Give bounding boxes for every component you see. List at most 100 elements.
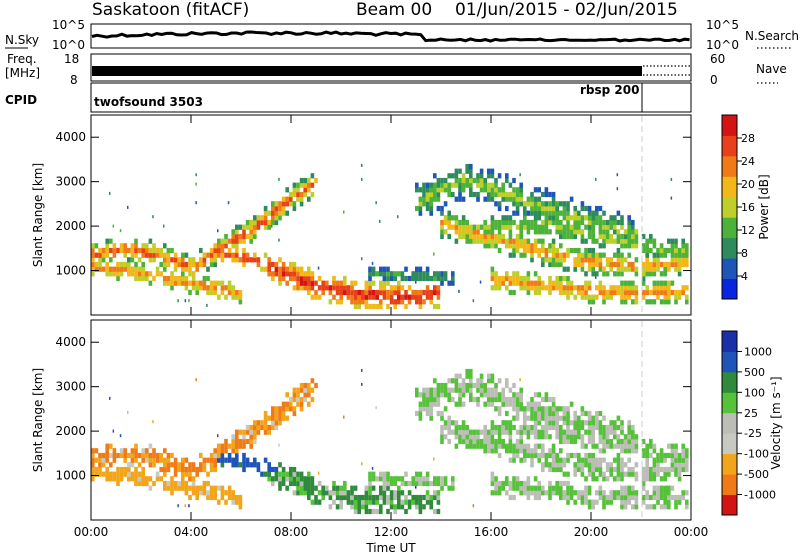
velocity-cell [663,476,667,482]
power-cell [289,271,293,277]
velocity-cell [566,457,570,463]
power-cell [296,285,300,291]
velocity-cell [631,494,635,501]
power-cell [476,173,480,179]
velocity-cell [598,462,603,468]
power-cell [670,252,675,258]
velocity-cell [537,429,541,435]
power-cell [296,266,300,272]
power-cell [209,285,214,291]
velocity-cell [605,476,610,482]
velocity-cell [667,494,671,501]
velocity-cell [569,490,574,496]
power-cell [469,168,473,174]
velocity-cell [271,415,275,421]
power-colorbar-swatch [722,196,737,218]
velocity-cell [652,448,657,454]
power-cell [533,219,538,226]
velocity-cell [569,429,574,435]
velocity-cell [343,490,347,496]
velocity-cell [303,392,307,398]
power-cell [181,252,185,258]
power-cell [465,238,469,244]
power-cell [148,257,153,263]
velocity-cell [533,401,538,407]
velocity-cell [559,462,563,468]
power-cell [677,261,682,268]
velocity-cell [433,396,437,403]
power-cell [501,215,505,221]
power-cell [674,294,678,300]
velocity-cell [494,448,498,454]
power-cell [382,275,387,282]
power-cell [166,280,171,286]
power-cell [677,294,682,300]
velocity-cell [659,490,664,496]
velocity-cell [562,406,567,412]
power-cell [595,285,599,291]
velocity-cell [566,410,570,417]
power-cell [562,289,567,296]
velocity-cell [368,499,372,505]
velocity-cell [112,471,117,477]
velocity-cell [141,471,145,477]
power-cell [587,285,592,291]
velocity-cell [641,485,646,491]
power-cell [616,233,621,240]
power-cell [415,266,419,272]
velocity-cell [382,476,387,482]
velocity-cell [116,480,120,487]
power-cell [249,257,253,263]
power-cell [505,215,509,221]
velocity-cell [127,471,131,477]
velocity-cell [195,490,199,496]
velocity-cell [652,476,657,482]
velocity-cell [278,480,282,487]
power-cell [580,219,585,226]
velocity-cell [447,387,451,393]
power-cell [587,215,592,221]
power-cell [562,285,567,291]
power-cell [382,289,387,296]
velocity-cell [515,396,520,403]
power-cell [213,285,217,291]
velocity-cell [137,480,142,487]
velocity-cell [555,452,559,459]
velocity-cell [422,396,426,403]
power-cell [544,187,549,193]
velocity-cell [649,466,653,473]
power-cell [310,173,315,179]
power-cell [598,285,603,291]
velocity-cell [202,480,207,487]
velocity-cell [411,480,415,487]
velocity-cell [573,434,577,440]
velocity-cell [425,387,430,393]
velocity-cell [281,415,286,421]
velocity-cell [458,438,462,445]
velocity-cell [134,466,138,473]
power-cell [490,271,495,277]
power-cell [548,247,552,254]
power-cell [602,210,606,216]
velocity-cell [476,429,480,435]
power-cell [562,275,567,282]
velocity-cell [476,434,480,440]
power-cell [371,271,376,277]
velocity-cell [613,490,617,496]
velocity-cell [202,490,207,496]
velocity-cell [645,466,649,473]
velocity-cell [130,452,135,459]
velocity-cell [461,438,466,445]
power-cell [620,257,624,263]
power-cell [371,303,376,310]
power-cell [577,261,581,268]
velocity-cell [440,485,444,491]
power-cell [145,247,149,254]
power-cell [163,261,167,268]
velocity-cell [667,471,671,477]
velocity-cell [231,438,235,445]
velocity-colorbar-tick-label: -1000 [744,489,776,502]
power-cell [292,261,297,268]
velocity-cell [533,494,538,501]
velocity-cell [541,466,545,473]
